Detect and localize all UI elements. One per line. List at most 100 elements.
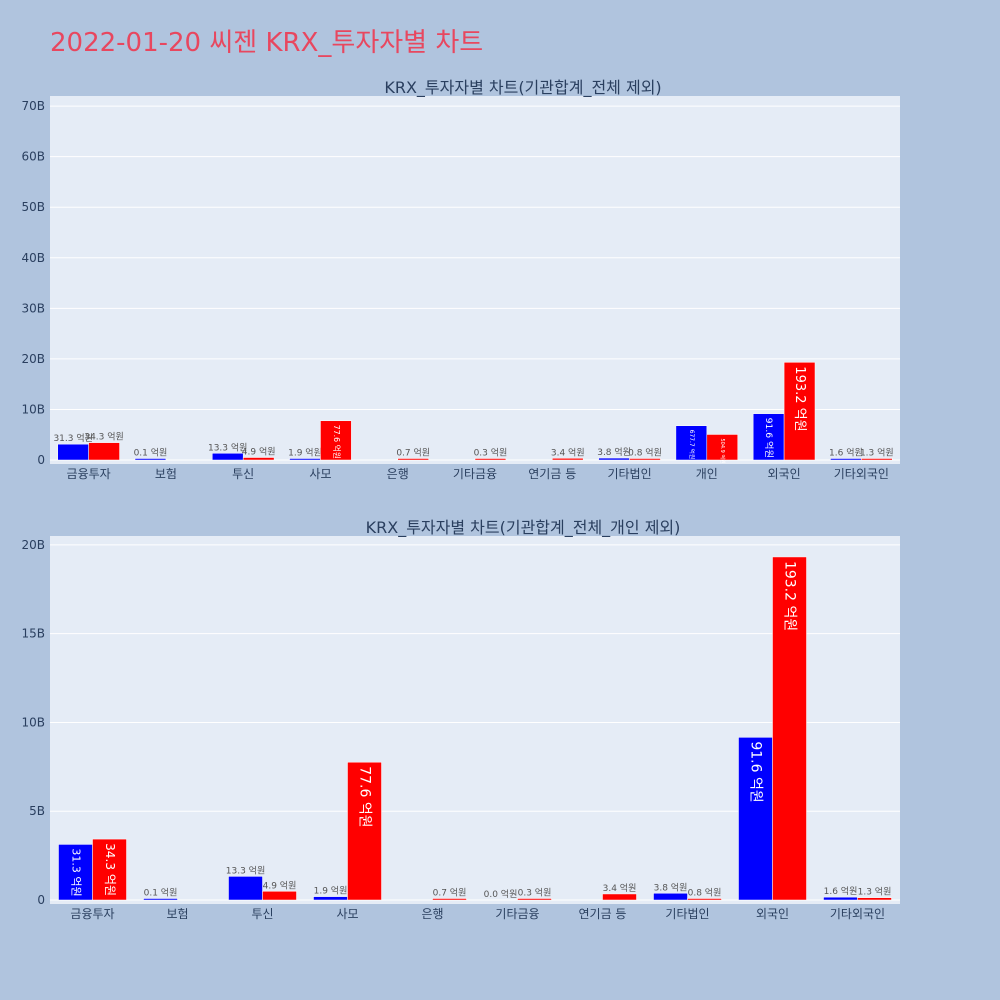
- y-tick-label: 50B: [21, 200, 45, 214]
- bar: [92, 838, 127, 901]
- y-tick-label: 10B: [21, 402, 45, 416]
- x-tick-label: 기타외국인: [830, 907, 885, 921]
- data-label: 77.6 억원: [357, 766, 373, 827]
- bar: [738, 737, 773, 901]
- x-tick-label: 기타법인: [665, 907, 709, 921]
- bar: [58, 844, 93, 901]
- data-label: 0.7 억원: [396, 447, 430, 459]
- bar: [228, 876, 263, 901]
- data-label: 193.2 억원: [782, 561, 798, 631]
- bar: [242, 457, 275, 461]
- data-label: 677.7 억원: [688, 430, 696, 460]
- data-label: 0.3 억원: [474, 447, 508, 459]
- data-label: 0.0 억원: [484, 888, 518, 900]
- bar: [783, 362, 816, 461]
- x-tick-label: 기타외국인: [834, 467, 889, 481]
- x-tick-label: 기타금융: [495, 907, 539, 921]
- bar: [474, 458, 507, 461]
- data-label: 0.8 억원: [628, 447, 662, 459]
- x-tick-label: 투신: [232, 467, 254, 481]
- data-label: 34.3 억원: [84, 431, 123, 443]
- bar: [861, 458, 893, 461]
- y-tick-label: 10B: [21, 715, 45, 729]
- bar: [57, 443, 89, 461]
- data-label: 0.8 억원: [688, 887, 722, 899]
- x-tick-label: 금융투자: [70, 907, 114, 921]
- y-tick-label: 20B: [21, 352, 45, 366]
- chart-panel-1: 0 10B 20B 30B 40B 50B 60B 70B KRX_투자자별 차트(기관합계_전…: [21, 78, 900, 481]
- data-label: 31.3 억원: [53, 432, 92, 444]
- x-tick-label: 연기금 등: [528, 467, 576, 481]
- bar: [262, 891, 297, 901]
- y-tick-label: 5B: [29, 804, 45, 818]
- data-label: 77.6 억원: [332, 425, 342, 459]
- data-label: 3.8 억원: [597, 446, 631, 458]
- x-tick-label: 은행: [387, 466, 409, 481]
- data-label: 4.9 억원: [242, 446, 276, 458]
- data-label: 1.3 억원: [858, 886, 892, 898]
- data-label: 13.3 억원: [208, 441, 247, 453]
- x-tick-label: 기타법인: [607, 467, 651, 481]
- plot-area: [50, 96, 900, 464]
- bar: [432, 898, 467, 901]
- data-label: 0.7 억원: [433, 887, 467, 899]
- bar: [320, 420, 352, 461]
- page-title: 2022-01-20 씨젠 KRX_투자자별 차트: [50, 28, 484, 58]
- chart-panel-2: 0 5B 10B 15B 20B KRX_투자자별 차트(기관합계_전체_개인 제외) 금융…: [21, 518, 900, 921]
- data-label: 0.1 억원: [144, 887, 178, 899]
- data-label: 1.3 억원: [860, 447, 894, 459]
- data-label: 91.6 억원: [763, 418, 775, 458]
- y-tick-label: 60B: [21, 150, 45, 164]
- y-tick-label: 40B: [21, 251, 45, 265]
- x-tick-label: 연기금 등: [579, 907, 627, 921]
- bar: [706, 434, 738, 461]
- data-label: 3.4 억원: [551, 446, 585, 458]
- x-tick-label: 외국인: [756, 907, 789, 921]
- bar: [212, 453, 244, 461]
- y-tick-label: 30B: [21, 301, 45, 315]
- x-tick-label: 보험: [166, 907, 188, 921]
- y-tick-label: 15B: [21, 627, 45, 641]
- x-tick-label: 보험: [155, 467, 177, 481]
- data-label: 1.9 억원: [288, 447, 322, 459]
- x-tick-label: 금융투자: [67, 467, 111, 481]
- bar: [675, 425, 708, 461]
- x-tick-label: 사모: [309, 467, 331, 481]
- y-tick-label: 0: [37, 893, 45, 907]
- bar: [289, 458, 321, 461]
- bar: [752, 413, 785, 461]
- bar: [347, 761, 382, 901]
- x-tick-label: 투신: [251, 907, 273, 921]
- y-tick-label: 70B: [21, 99, 45, 113]
- data-label: 31.3 억원: [70, 848, 83, 896]
- y-tick-label: 0: [37, 453, 45, 467]
- y-tick-label: 20B: [21, 538, 45, 552]
- data-label: 0.3 억원: [518, 887, 552, 899]
- chart-title: KRX_투자자별 차트(기관합계_전체_개인 제외): [366, 518, 681, 538]
- bar: [653, 893, 688, 901]
- bar: [857, 897, 892, 901]
- bar: [517, 898, 552, 901]
- bar: [134, 458, 167, 461]
- data-label: 91.6 억원: [748, 741, 764, 802]
- data-label: 34.3 억원: [103, 843, 117, 896]
- bar: [687, 898, 722, 901]
- bar: [823, 896, 858, 901]
- data-label: 193.2 억원: [792, 366, 807, 431]
- data-label: 4.9 억원: [263, 879, 297, 891]
- bar: [552, 458, 584, 461]
- data-label: 13.3 억원: [226, 864, 265, 876]
- x-tick-label: 은행: [421, 906, 443, 921]
- data-label: 0.1 억원: [134, 447, 168, 459]
- data-label: 3.4 억원: [603, 882, 637, 894]
- data-label: 1.9 억원: [314, 885, 348, 897]
- data-label: 504.9 억원: [719, 438, 726, 464]
- bar: [598, 457, 630, 461]
- x-tick-label: 외국인: [768, 467, 801, 481]
- data-label: 1.6 억원: [824, 885, 858, 897]
- bar: [143, 898, 178, 901]
- bar: [313, 896, 348, 901]
- chart-title: KRX_투자자별 차트(기관합계_전체 제외): [384, 78, 661, 98]
- bar: [629, 458, 661, 461]
